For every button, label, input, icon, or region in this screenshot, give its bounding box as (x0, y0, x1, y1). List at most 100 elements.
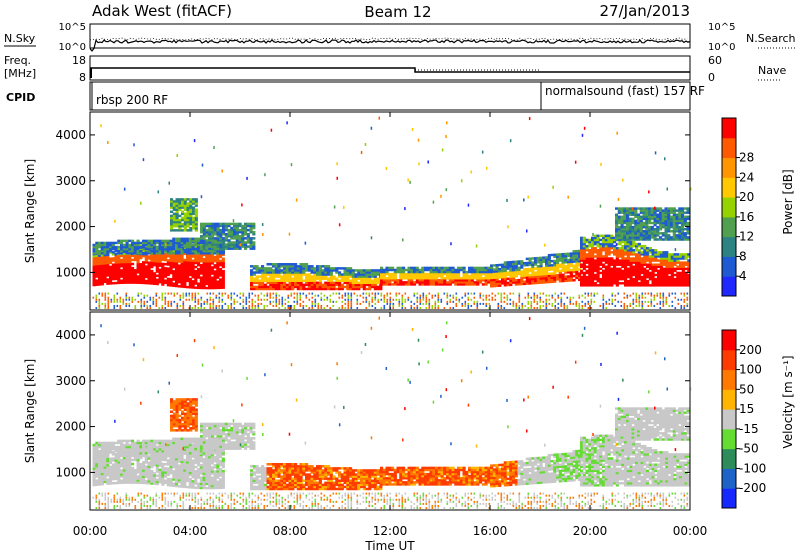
power-cell (470, 272, 474, 276)
power-cell (443, 292, 446, 295)
power-cell (591, 249, 595, 252)
power-cell (401, 300, 404, 303)
power-cell (599, 263, 603, 266)
power-cell (172, 263, 176, 267)
power-cell (164, 249, 168, 253)
power-cell (523, 261, 527, 265)
power-cell (593, 263, 597, 266)
power-cell (230, 296, 233, 299)
power-cell (429, 266, 433, 270)
power-cell (572, 260, 576, 263)
power-cell (284, 302, 287, 305)
power-cell (602, 236, 606, 240)
colorbar-tick-label: 28 (739, 151, 754, 165)
power-cell (305, 296, 308, 299)
power-cell (591, 259, 595, 262)
power-cell (320, 298, 323, 301)
power-cell (120, 258, 124, 262)
power-cell (250, 279, 254, 282)
power-cell (221, 292, 224, 295)
power-cell (662, 257, 666, 260)
power-cell (183, 258, 187, 262)
power-cell (653, 213, 657, 216)
power-cell (643, 261, 647, 264)
power-cell (274, 269, 278, 272)
power-cell (628, 221, 632, 225)
power-cell (429, 274, 433, 278)
power-cell (646, 249, 650, 252)
power-cell (208, 266, 212, 269)
power-cell (182, 294, 185, 297)
power-cell (650, 300, 653, 303)
power-cell (189, 216, 193, 220)
power-cell (684, 282, 688, 285)
power-cell (230, 241, 234, 244)
freq-label: Freq. (4, 54, 31, 67)
power-cell (147, 255, 151, 258)
power-cell (95, 269, 99, 272)
power-cell (166, 249, 170, 253)
power-cell (687, 259, 691, 262)
power-cell (272, 271, 276, 274)
power-cell (251, 292, 254, 295)
power-cell (437, 292, 440, 295)
power-cell (642, 238, 646, 241)
power-cell (235, 247, 239, 250)
power-cell (591, 255, 595, 258)
power-cell (591, 261, 595, 264)
power-cell (593, 267, 597, 271)
power-cell (564, 265, 568, 268)
power-cell (462, 266, 466, 270)
power-cell (327, 277, 331, 280)
power-cell (623, 213, 627, 216)
power-cell (556, 265, 560, 269)
power-cell (497, 304, 500, 307)
power-cell (662, 292, 665, 295)
power-cell (287, 304, 290, 307)
power-cell (164, 239, 168, 243)
power-cell (221, 263, 225, 267)
power-cell (208, 226, 212, 230)
power-cell (610, 273, 614, 277)
power-cell (393, 279, 397, 282)
power-cell (476, 307, 479, 310)
power-cell (212, 302, 215, 305)
power-cell (233, 241, 237, 244)
power-cell (224, 247, 228, 250)
power-cell (602, 259, 606, 262)
power-cell (536, 296, 539, 299)
power-cell (258, 283, 262, 287)
power-cell (249, 245, 253, 248)
power-cell (216, 264, 220, 267)
power-cell (399, 270, 403, 274)
power-cell (136, 249, 140, 253)
power-cell (514, 262, 518, 266)
power-cell (305, 283, 309, 287)
power-cell (233, 230, 237, 234)
power-cell (545, 276, 549, 280)
power-cell (435, 283, 439, 286)
power-cell (435, 266, 439, 270)
power-cell (252, 243, 256, 246)
power-cell (149, 304, 152, 307)
power-cell (170, 300, 173, 303)
power-cell (674, 307, 677, 310)
power-cell (550, 259, 554, 263)
power-cell (227, 233, 231, 236)
power-cell (679, 255, 683, 258)
power-cell (670, 238, 674, 241)
power-cell (490, 282, 494, 286)
power-cell (637, 269, 641, 273)
power-cell (642, 209, 646, 212)
power-cell (233, 307, 236, 310)
power-cell (681, 265, 685, 269)
power-cell (548, 294, 551, 297)
power-cell (119, 300, 122, 303)
power-cell (318, 287, 322, 291)
power-cell (650, 221, 654, 225)
power-cell (509, 275, 513, 278)
power-cell (681, 255, 685, 258)
power-cell (481, 266, 485, 270)
velocity-cell (92, 475, 96, 479)
power-cell (338, 307, 341, 310)
